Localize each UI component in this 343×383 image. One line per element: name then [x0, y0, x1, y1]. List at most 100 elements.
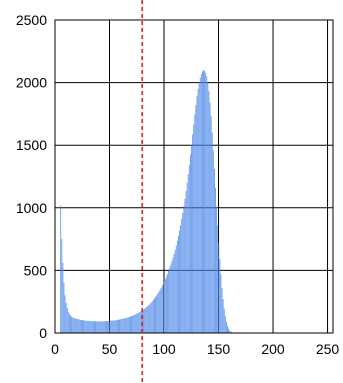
histogram-bar [118, 319, 119, 333]
histogram-bar [224, 316, 226, 333]
histogram-bar [133, 315, 135, 333]
histogram-bar [109, 320, 111, 333]
histogram-bar [123, 318, 125, 333]
histogram-bar [180, 225, 182, 333]
histogram-bar [147, 305, 149, 333]
histogram-bar [194, 114, 196, 333]
histogram-bar [69, 314, 70, 333]
histogram-bar [203, 70, 204, 333]
histogram-bar [227, 325, 228, 333]
histogram-bar [72, 317, 74, 333]
histogram-bar [66, 307, 68, 333]
histogram-bar [215, 187, 216, 333]
histogram-bar [161, 286, 163, 333]
histogram-bar [102, 321, 104, 333]
histogram-bar [125, 317, 127, 333]
histogram-bar [114, 320, 116, 333]
histogram-bar [116, 319, 118, 333]
histogram-bar [171, 261, 173, 333]
histogram-bar [95, 321, 96, 333]
histogram-bar [181, 219, 183, 333]
y-tick-label: 0 [39, 325, 47, 341]
x-tick-label: 250 [316, 341, 340, 357]
histogram-bar [135, 314, 137, 333]
histogram-bar [156, 295, 158, 333]
histogram-bar [229, 330, 231, 333]
histogram-bar [78, 319, 80, 333]
histogram-bar [79, 319, 81, 333]
histogram-bar [168, 271, 170, 333]
histogram-bar [64, 295, 66, 333]
histogram-bar [76, 318, 78, 333]
histogram-bar [132, 315, 134, 333]
histogram-bar [148, 304, 150, 333]
histogram-bar [60, 205, 62, 333]
histogram-bar [167, 273, 168, 333]
histogram-bar [219, 259, 221, 333]
histogram-bar [122, 318, 124, 333]
histogram-bar [154, 298, 155, 333]
y-tick-label: 500 [24, 262, 48, 278]
histogram-bar [164, 279, 166, 333]
y-axis-tick-labels: 0 500 1000 1500 2000 2500 [16, 12, 47, 341]
histogram-bar [82, 320, 83, 333]
histogram-bar [146, 306, 148, 333]
histogram-bar [113, 320, 115, 333]
y-tick-label: 1000 [16, 200, 47, 216]
histogram-bar [214, 168, 215, 333]
histogram-bar [169, 267, 171, 333]
histogram-bar [96, 321, 98, 333]
histogram-bar [188, 164, 190, 333]
histogram-bar [144, 308, 146, 333]
histogram-bar [223, 308, 225, 333]
histogram-bar [200, 73, 202, 333]
histogram-bar [139, 311, 141, 333]
histogram-bar [111, 320, 113, 333]
histogram-bar [87, 320, 89, 333]
histogram-bar [210, 116, 212, 334]
histogram-bar [71, 316, 73, 333]
histogram-bar [166, 276, 167, 333]
histogram-bar [62, 262, 64, 333]
histogram-bar [182, 212, 184, 333]
histogram-bar [172, 257, 174, 333]
x-tick-label: 0 [51, 341, 59, 357]
histogram-bar [198, 82, 200, 333]
histogram-bar [84, 320, 86, 333]
histogram-bar [127, 317, 129, 333]
histogram-bar [211, 132, 213, 333]
histogram-bar [106, 321, 107, 333]
histogram-bar [205, 72, 207, 334]
histogram-bar [81, 319, 82, 333]
histogram-bar [190, 154, 191, 333]
histogram-bar [158, 291, 160, 333]
histogram-bar [61, 239, 63, 333]
histogram-bar [175, 245, 177, 333]
histogram-bar [202, 71, 203, 333]
histogram-bar [142, 310, 143, 333]
histogram-bar [74, 318, 76, 333]
histogram-bar [157, 293, 159, 333]
histogram-bar [75, 318, 77, 333]
y-tick-label: 1500 [16, 137, 47, 153]
histogram-bar [138, 312, 140, 333]
histogram-bar [196, 96, 198, 333]
histogram-bar [65, 302, 67, 333]
histogram-bar [100, 321, 102, 333]
histogram-bar [208, 91, 210, 333]
histogram-bar [206, 76, 208, 333]
histogram-bar [126, 317, 128, 333]
histogram-bar [91, 321, 93, 333]
histogram-bar [108, 320, 110, 333]
x-tick-label: 200 [261, 341, 285, 357]
histogram-bar [77, 319, 79, 333]
histogram-bar [103, 321, 105, 333]
histogram-bar [176, 240, 178, 333]
histogram-bar [216, 206, 218, 333]
histogram-bar [222, 299, 224, 333]
histogram-bar [199, 77, 201, 333]
histogram-bar [221, 287, 223, 333]
histogram-bar [179, 230, 180, 333]
histogram-bar [143, 309, 144, 333]
histogram-bar [187, 173, 189, 333]
